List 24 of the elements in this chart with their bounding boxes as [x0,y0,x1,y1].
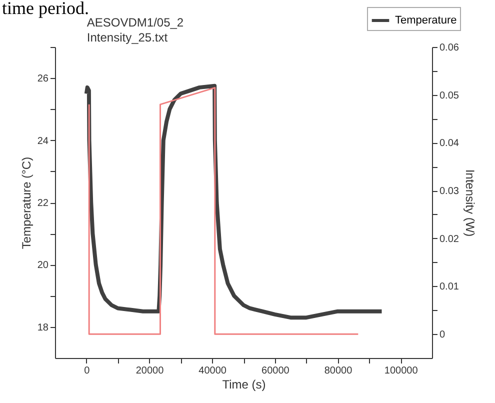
y2-tick-label: 0.02 [440,234,460,245]
y2-tick-label: 0.04 [440,138,460,150]
x-tick-label: 0 [84,366,90,376]
y2-tick-label: 0.05 [440,90,460,102]
y-tick-label: 18 [37,322,49,334]
y-tick-label: 22 [37,198,49,209]
y-tick-label: 20 [37,260,49,272]
legend-label: Temperature [395,14,457,26]
y2-tick-label: 0.06 [440,42,460,54]
y2-tick-label: 0.03 [440,186,460,198]
x-axis-title: Time (s) [222,378,266,392]
y-tick-label: 24 [37,136,49,147]
x-tick-label: 80000 [324,366,353,376]
y2-tick-label: 0.01 [440,282,460,293]
y-tick-label: 26 [37,74,49,85]
y2-axis-title: Intensity (W) [462,169,477,237]
x-tick-label: 20000 [136,366,164,376]
text: time period. [2,0,89,18]
y-axis-title: Temperature (°C) [19,156,34,250]
x-tick-label: 60000 [262,366,290,376]
x-tick-label: 40000 [198,366,227,376]
chart-title: AESOVDM1/05_2 Intensity_25.txt [86,16,184,44]
x-tick-label: 100000 [384,366,418,376]
y2-tick-label: 0 [440,330,446,341]
